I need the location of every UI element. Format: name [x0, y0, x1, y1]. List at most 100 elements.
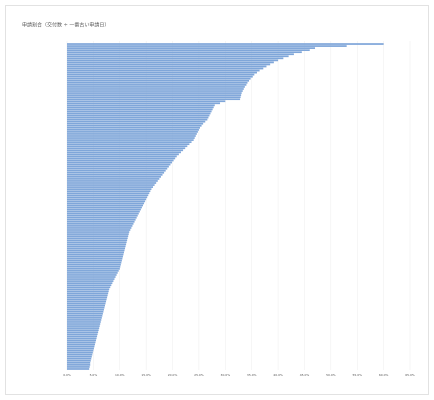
bar	[67, 171, 165, 174]
bar	[67, 255, 123, 258]
bar	[67, 267, 120, 270]
bar	[67, 274, 117, 276]
x-tick-label: 30.0%	[221, 373, 231, 377]
bar	[67, 173, 163, 176]
x-tick-label: 50.0%	[326, 373, 336, 377]
bar	[67, 351, 93, 354]
bar	[67, 153, 179, 156]
bar	[67, 345, 95, 348]
bar	[67, 98, 241, 101]
x-tick-label: 65.0%	[405, 373, 415, 377]
bar	[67, 361, 91, 364]
bar	[67, 272, 118, 274]
bar	[67, 308, 104, 311]
bar	[67, 110, 212, 113]
bar	[67, 218, 136, 221]
bar	[67, 180, 158, 182]
bar	[67, 339, 97, 342]
x-tick-label: 15.0%	[141, 373, 151, 377]
bar	[67, 270, 119, 272]
bar	[67, 67, 264, 70]
bar	[67, 163, 171, 166]
bar	[67, 45, 347, 47]
bar	[67, 147, 186, 150]
bar	[67, 65, 267, 68]
bar	[67, 106, 214, 109]
bar	[67, 141, 192, 143]
bar	[67, 302, 106, 305]
x-tick-label: 25.0%	[194, 373, 204, 377]
bar	[67, 331, 99, 334]
bar	[67, 241, 127, 244]
bar	[67, 47, 316, 49]
bar	[67, 249, 125, 252]
bar	[67, 188, 152, 190]
bar	[67, 210, 140, 213]
bar	[67, 116, 209, 119]
bar	[67, 261, 122, 264]
bar	[67, 169, 166, 172]
bar	[67, 276, 116, 278]
bar	[67, 186, 154, 188]
bar	[67, 366, 90, 368]
bar	[67, 263, 121, 266]
bar	[67, 126, 200, 129]
bar	[67, 347, 94, 350]
bar	[67, 69, 260, 72]
bar	[67, 167, 168, 170]
chart-title: 申請割合（交付数 ÷ 一番古い申請日）	[22, 22, 109, 29]
x-tick-label: 45.0%	[300, 373, 310, 377]
bar	[67, 176, 161, 178]
bar	[67, 323, 101, 325]
x-tick-label: 20.0%	[168, 373, 178, 377]
bar	[67, 229, 131, 231]
bar	[67, 63, 271, 66]
bar	[67, 243, 127, 246]
bar	[67, 310, 104, 313]
bar	[67, 296, 108, 299]
bar	[67, 149, 184, 152]
bar	[67, 300, 107, 303]
bar	[67, 75, 253, 78]
bar	[67, 79, 250, 82]
bar	[67, 129, 199, 131]
bar	[67, 143, 190, 146]
bar	[67, 51, 302, 54]
bar	[67, 284, 112, 287]
bar	[67, 245, 126, 248]
bar	[67, 135, 196, 137]
bar	[67, 131, 198, 133]
bar	[67, 81, 248, 84]
bar	[67, 151, 181, 154]
bar	[67, 355, 92, 358]
bar	[67, 124, 202, 127]
bar	[67, 88, 244, 90]
x-tick-label: 60.0%	[379, 373, 389, 377]
bar	[67, 220, 135, 223]
bar	[67, 159, 174, 162]
bar	[67, 196, 148, 199]
bar	[67, 368, 90, 370]
bar	[67, 259, 122, 262]
bar	[67, 90, 243, 92]
bar	[67, 278, 115, 280]
bar	[67, 290, 109, 293]
bar	[67, 59, 279, 62]
bar	[67, 214, 138, 217]
bar	[67, 257, 123, 260]
bar	[67, 92, 242, 94]
bar	[67, 104, 215, 107]
bar	[67, 216, 137, 219]
bar	[67, 120, 206, 123]
bar	[67, 86, 245, 88]
bar	[67, 200, 146, 203]
bar	[67, 96, 241, 99]
bar	[67, 341, 96, 344]
bar	[67, 114, 210, 117]
bar	[67, 194, 149, 197]
bar	[67, 145, 188, 148]
bar	[67, 190, 151, 193]
bar	[67, 112, 211, 115]
bar	[67, 237, 128, 240]
bar	[67, 239, 128, 242]
